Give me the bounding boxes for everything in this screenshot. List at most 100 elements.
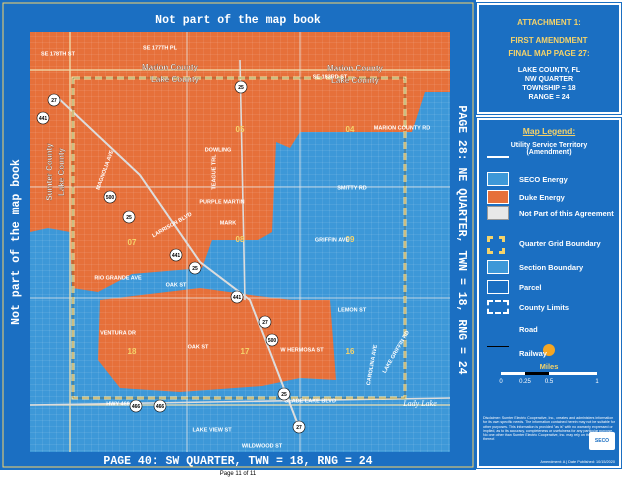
route-shield xyxy=(258,315,272,329)
route-number: 441 xyxy=(172,253,181,259)
route-number: 500 xyxy=(106,195,115,201)
legend-swatch xyxy=(487,346,509,348)
route-number: 25 xyxy=(238,85,244,91)
street-label: RIO GRANDE AVE xyxy=(94,275,142,281)
route-shield xyxy=(47,93,61,107)
route-number: 25 xyxy=(281,392,287,398)
street-label: OAK ST xyxy=(166,282,187,288)
footer: Page 11 of 11 xyxy=(219,471,257,477)
route-number: 466 xyxy=(132,404,141,410)
legend-swatch xyxy=(487,156,509,158)
legend-swatch xyxy=(487,300,509,314)
lake-label: Lady Lake xyxy=(402,399,437,408)
street-label: SE 177TH PL xyxy=(143,45,178,51)
legend-label: Quarter Grid Boundary xyxy=(519,239,601,248)
scale-tick-label: 1 xyxy=(595,379,599,385)
section-number: 17 xyxy=(241,347,250,356)
route-number: 27 xyxy=(51,98,57,104)
section-number: 18 xyxy=(128,347,137,356)
street-label: GLADE LAKE BLVD xyxy=(284,398,336,404)
scale-tick-label: 0 xyxy=(499,379,503,385)
route-number: 25 xyxy=(126,215,132,221)
route-shield xyxy=(188,261,202,275)
county-label: Lake County xyxy=(57,147,66,196)
street-label: SMITTY RD xyxy=(337,185,367,191)
route-shield xyxy=(153,399,167,413)
route-number: 441 xyxy=(233,295,242,301)
section-number: 16 xyxy=(346,347,355,356)
route-number: 500 xyxy=(268,338,277,344)
route-shield xyxy=(36,111,50,125)
county-label: Lake County xyxy=(151,75,200,84)
legend-label: Road xyxy=(519,325,538,334)
scale-segment xyxy=(525,372,549,375)
logo: SECO xyxy=(589,432,615,450)
legend-subtitle: (Amendment) xyxy=(526,149,572,156)
street-label: TEAGUE TRL xyxy=(211,154,217,190)
frame-top-label: Not part of the map book xyxy=(155,14,321,27)
title-box: ATTACHMENT 1: FIRST AMENDMENT FINAL MAP … xyxy=(476,2,622,115)
county-label: Lake County xyxy=(331,76,380,85)
section-number: 07 xyxy=(128,238,137,247)
frame-border xyxy=(2,2,474,468)
street-label: VENTURA DR xyxy=(100,330,136,336)
street-label: LEMON ST xyxy=(338,307,367,313)
route-number: 27 xyxy=(296,425,302,431)
street-label: W HERMOSA ST xyxy=(280,347,324,353)
route-shield xyxy=(169,248,183,262)
section-number: 04 xyxy=(346,125,355,134)
route-number: 25 xyxy=(192,266,198,272)
street-label: SE 183RD ST xyxy=(313,74,348,80)
legend-swatch xyxy=(487,172,509,186)
legend-swatch xyxy=(487,260,509,274)
street-label: DOWLING xyxy=(205,147,232,153)
scale-title: Miles xyxy=(539,362,559,371)
north-arrow xyxy=(543,344,555,356)
legend-label: Section Boundary xyxy=(519,263,584,272)
legend-swatch xyxy=(487,236,505,254)
legend-title: Map Legend: xyxy=(522,126,576,136)
street-label: HWY 466 xyxy=(106,401,129,407)
route-shield xyxy=(265,333,279,347)
scale-bar xyxy=(501,344,597,375)
route-number: 441 xyxy=(39,116,48,122)
frame-right-label: PAGE 28: NE QUARTER, TWN = 18, RNG = 24 xyxy=(455,105,468,374)
street-label: PURPLE MARTIN xyxy=(199,199,244,205)
quarter: NW QUARTER xyxy=(524,76,574,83)
street-label: SE 178TH ST xyxy=(41,51,76,57)
county-label: Sumter County xyxy=(45,143,54,201)
street-label: MARK xyxy=(220,220,237,226)
county: LAKE COUNTY, FL xyxy=(517,67,581,74)
frame-left-label: Not part of the map book xyxy=(10,159,23,325)
disclaimer: Disclaimer: Sumter Electric Cooperative,… xyxy=(483,416,615,442)
legend-swatch xyxy=(487,280,509,294)
frame-bottom-label: PAGE 40: SW QUARTER, TWN = 18, RNG = 24 xyxy=(103,455,372,468)
street-label: LAKE VIEW ST xyxy=(192,427,232,433)
legend-label: Railway xyxy=(519,349,547,358)
legend-swatch xyxy=(487,190,509,204)
route-number: 27 xyxy=(262,320,268,326)
legend-swatch xyxy=(487,206,509,220)
scale-tick-label: 0.25 xyxy=(519,379,531,385)
attachment: ATTACHMENT 1: xyxy=(517,18,581,27)
quarter-grid-outline xyxy=(72,77,406,399)
section-number: 05 xyxy=(236,125,245,134)
scale-segment xyxy=(549,372,597,375)
map-page: FINAL MAP PAGE 27: xyxy=(508,49,590,58)
route-shield xyxy=(129,399,143,413)
legend-label: SECO Energy xyxy=(519,175,568,184)
route-shield xyxy=(292,420,306,434)
scale-segment xyxy=(501,372,525,375)
legend-box: Map Legend: Utility Service Territory (A… xyxy=(476,117,622,469)
route-shield xyxy=(122,210,136,224)
section-number: 09 xyxy=(346,235,355,244)
street-label: OAK ST xyxy=(188,344,209,350)
street-label: MARION COUNTY RD xyxy=(374,125,430,131)
route-shield xyxy=(277,387,291,401)
street-label: GRIFFIN AVE xyxy=(315,237,350,243)
legend-label: Parcel xyxy=(519,283,542,292)
route-shield xyxy=(103,190,117,204)
parcel-texture xyxy=(30,32,450,452)
route-shield xyxy=(230,290,244,304)
